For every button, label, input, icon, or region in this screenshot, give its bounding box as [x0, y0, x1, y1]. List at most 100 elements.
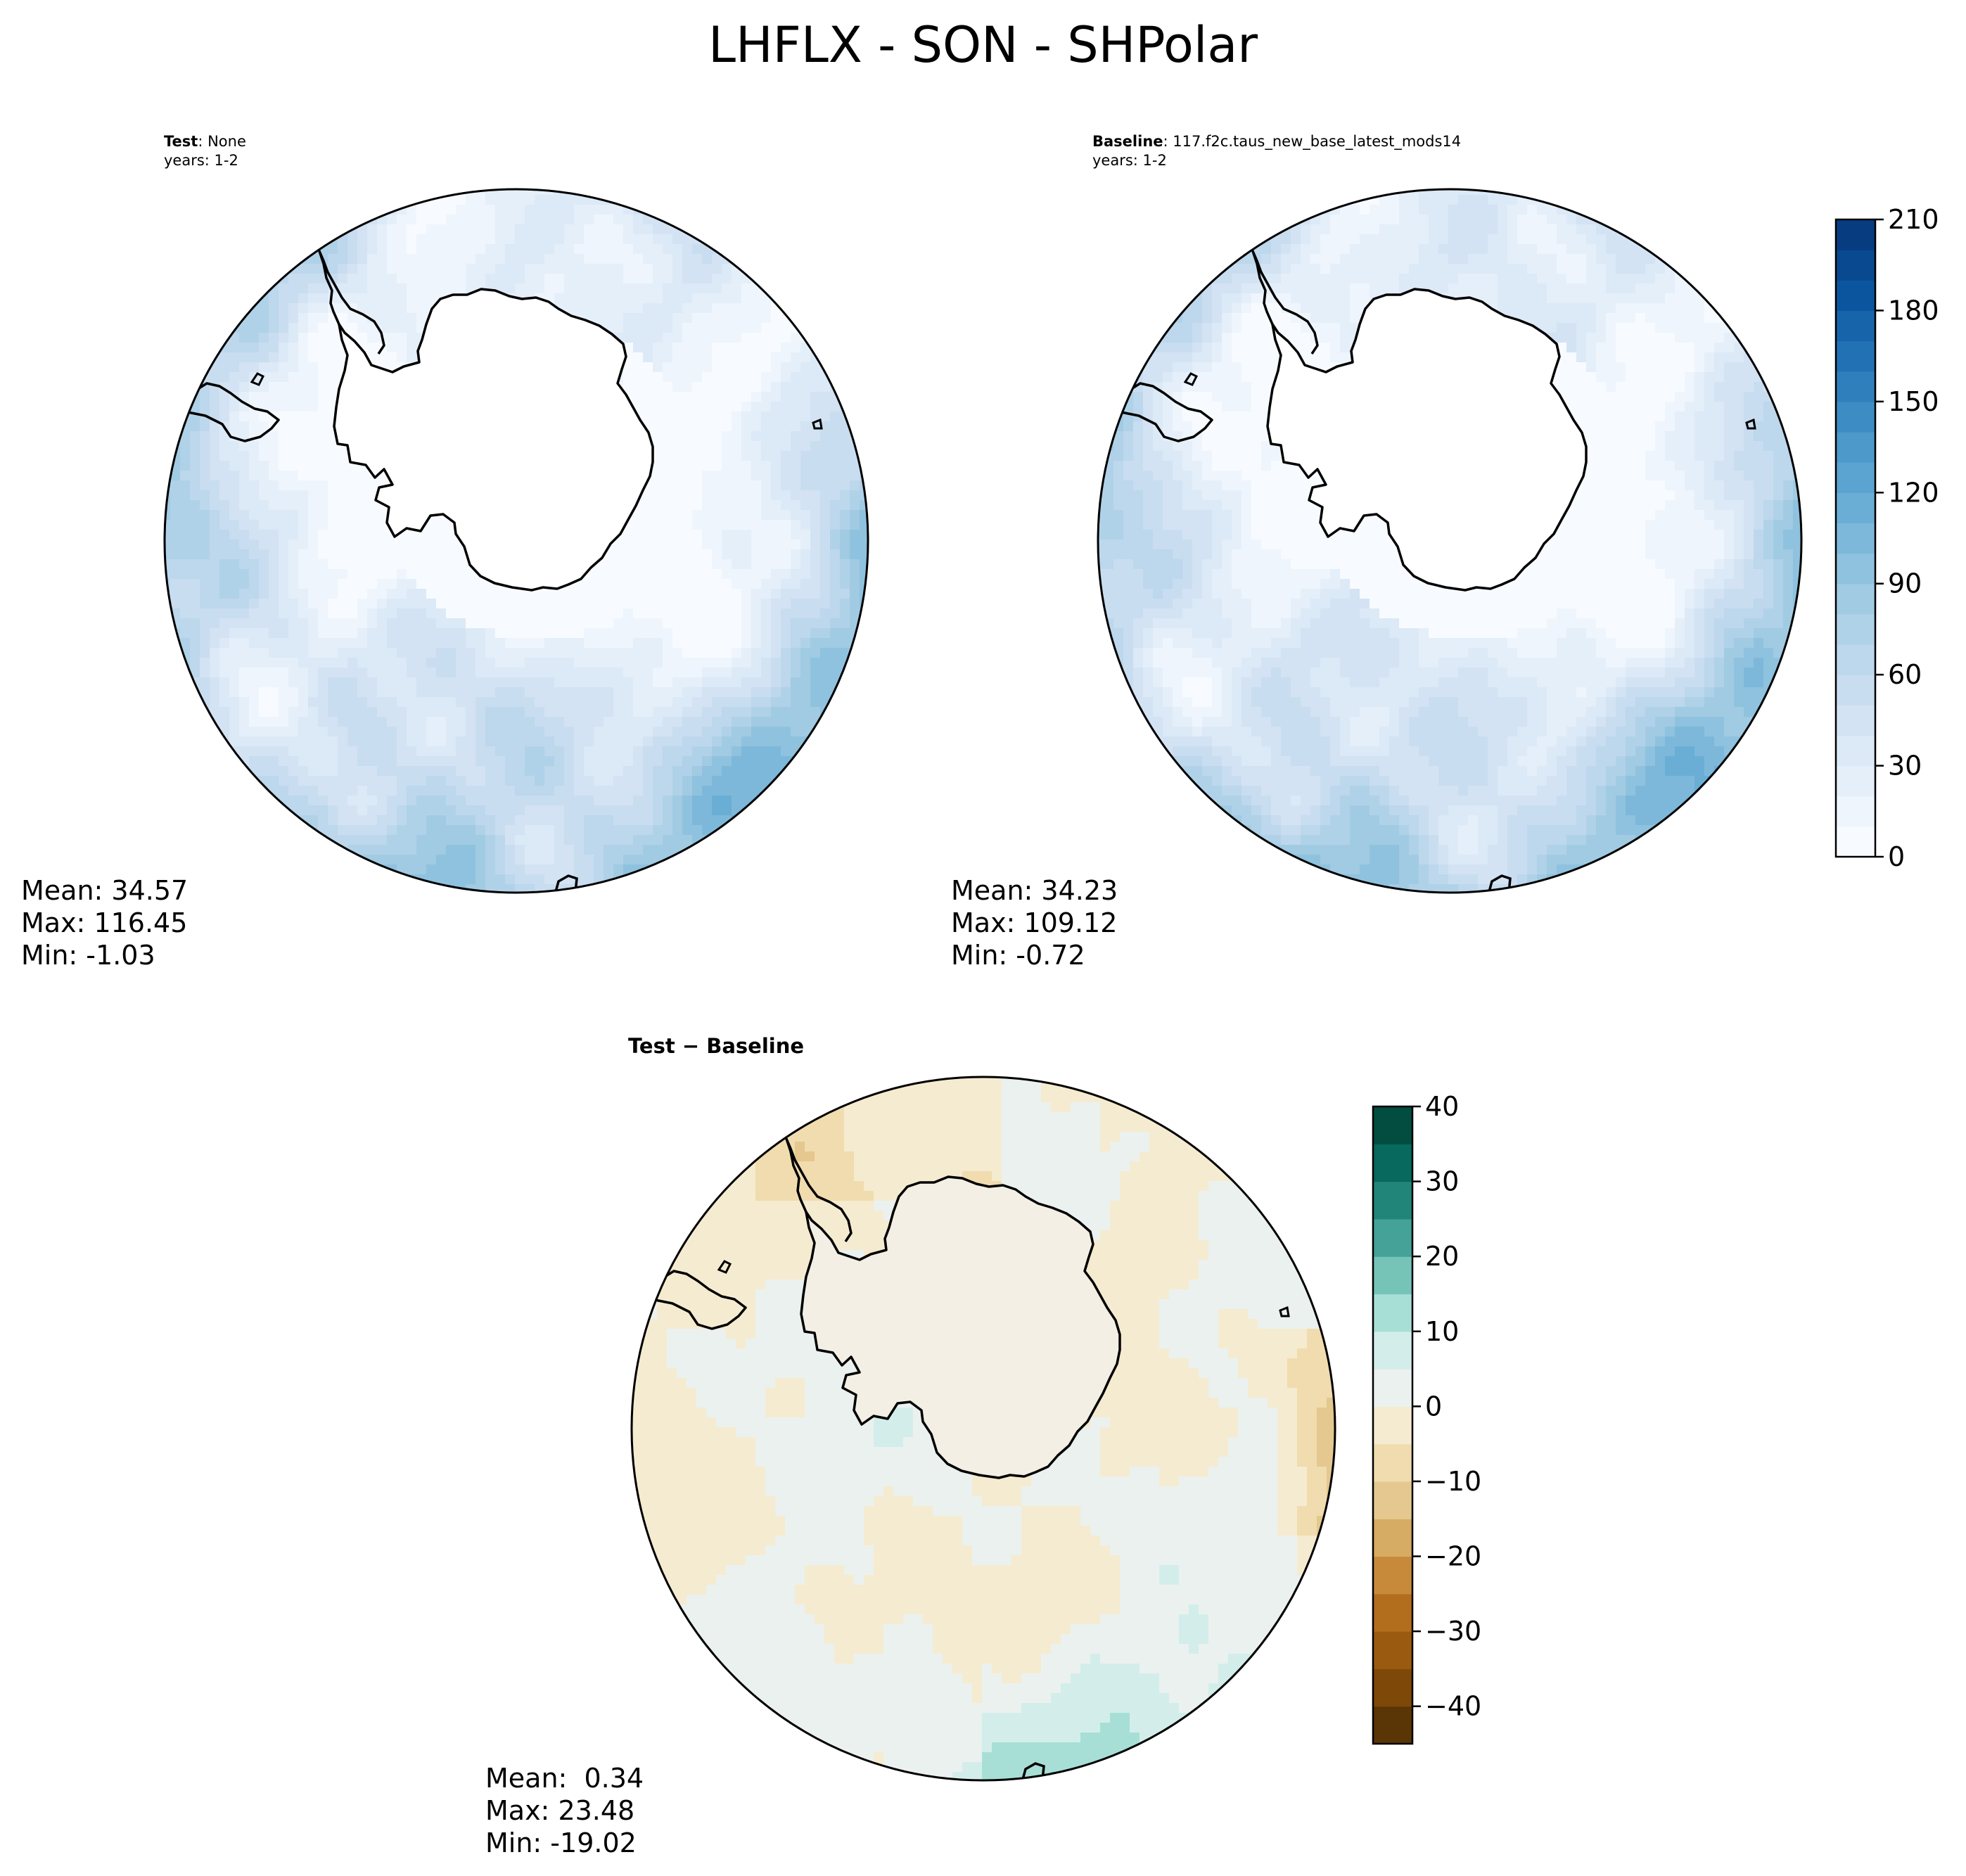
bottom-colorbar-swatch — [1373, 1106, 1412, 1144]
bottom-colorbar-swatch — [1373, 1556, 1412, 1595]
test-max: Max: 116.45 — [21, 907, 188, 938]
bottom-colorbar-swatch — [1373, 1181, 1412, 1220]
baseline-min: Min: -0.72 — [951, 940, 1085, 971]
top-colorbar-swatch — [1836, 644, 1875, 675]
bottom-colorbar-tick-label: 20 — [1425, 1241, 1459, 1272]
baseline-title-rest: : 117.f2c.taus_new_base_latest_mods14 — [1163, 133, 1462, 150]
falklands-coastline — [717, 1260, 732, 1274]
baseline-panel-title: Baseline: 117.f2c.taus_new_base_latest_m… — [1092, 132, 1461, 151]
antarctica-coastline — [1266, 288, 1588, 592]
bottom-colorbar-swatch — [1373, 1256, 1412, 1295]
bottom-colorbar-tick-label: −40 — [1425, 1691, 1481, 1722]
bottom-colorbar-frame — [1372, 1105, 1414, 1745]
top-colorbar-swatch — [1836, 826, 1875, 857]
top-colorbar-swatch — [1836, 765, 1875, 797]
bottom-colorbar-swatch — [1373, 1481, 1412, 1519]
top-colorbar-swatch — [1836, 613, 1875, 645]
top-colorbar-swatch — [1836, 583, 1875, 615]
top-colorbar-swatch — [1836, 280, 1875, 312]
map-boundary — [163, 188, 869, 894]
top-colorbar-swatch — [1836, 250, 1875, 281]
top-colorbar-tick-label: 60 — [1888, 659, 1922, 690]
bottom-colorbar-swatch — [1373, 1631, 1412, 1670]
test-stats: Mean: 34.57 Max: 116.45 Min: -1.03 — [21, 874, 188, 971]
baseline-map — [1097, 188, 1803, 894]
bottom-colorbar-swatch — [1373, 1406, 1412, 1445]
top-colorbar-swatch — [1836, 371, 1875, 402]
map-boundary — [630, 1076, 1336, 1782]
top-colorbar-tick-label: 120 — [1888, 477, 1939, 508]
top-colorbar: 0 30 60 90 120 150 180 210 — [1834, 204, 1939, 872]
top-colorbar-tick-label: 0 — [1888, 841, 1905, 872]
bottom-colorbar-swatch — [1373, 1519, 1412, 1557]
island-coastline — [812, 418, 823, 430]
falklands-coastline — [250, 372, 265, 386]
bottom-colorbar-swatch — [1373, 1294, 1412, 1332]
top-colorbar-tick-label: 210 — [1888, 204, 1939, 235]
diff-max: Max: 23.48 — [485, 1795, 635, 1826]
bottom-colorbar-tick-label: −30 — [1425, 1616, 1481, 1647]
diff-min: Min: -19.02 — [485, 1827, 637, 1858]
top-colorbar-tick-label: 180 — [1888, 295, 1939, 326]
baseline-stats: Mean: 34.23 Max: 109.12 Min: -0.72 — [951, 874, 1118, 971]
top-colorbar-tick-label: 90 — [1888, 568, 1922, 599]
island-coastline — [1745, 418, 1756, 430]
bottom-colorbar-tick-label: 30 — [1425, 1166, 1459, 1197]
top-colorbar-swatch — [1836, 401, 1875, 433]
top-colorbar-swatch — [1836, 553, 1875, 585]
bottom-colorbar-tick-label: 10 — [1425, 1316, 1459, 1347]
top-colorbar-swatch — [1836, 340, 1875, 372]
top-colorbar-swatch — [1836, 705, 1875, 736]
bottom-colorbar-tick-label: −10 — [1425, 1466, 1481, 1497]
baseline-max: Max: 109.12 — [951, 907, 1118, 938]
top-colorbar-swatch — [1836, 675, 1875, 706]
bottom-colorbar: −40 −30 −20 −10 0 10 20 30 40 — [1372, 1091, 1481, 1745]
bottom-colorbar-swatch — [1373, 1668, 1412, 1707]
test-years: years: 1-2 — [164, 152, 238, 169]
top-colorbar-swatch — [1836, 462, 1875, 493]
test-title-rest: : None — [198, 133, 246, 150]
baseline-mean: Mean: 34.23 — [951, 875, 1118, 906]
top-colorbar-swatch — [1836, 735, 1875, 767]
bottom-colorbar-swatch — [1373, 1369, 1412, 1407]
falklands-coastline — [1183, 372, 1199, 386]
bottom-colorbar-swatch — [1373, 1144, 1412, 1182]
island-coastline — [1279, 1306, 1290, 1317]
test-min: Min: -1.03 — [21, 940, 155, 971]
top-colorbar-swatch — [1836, 432, 1875, 463]
peninsula-coastline — [1251, 250, 1319, 355]
antarctica-coastline — [333, 288, 654, 592]
new-zealand-coastline — [1486, 874, 1512, 893]
top-colorbar-swatch — [1836, 523, 1875, 554]
top-colorbar-swatch — [1836, 219, 1875, 250]
top-colorbar-tick-label: 30 — [1888, 751, 1922, 781]
top-colorbar-swatch — [1836, 492, 1875, 524]
figure-title: LHFLX - SON - SHPolar — [708, 16, 1258, 74]
diff-panel-title: Test − Baseline — [628, 1034, 805, 1058]
map-boundary — [1097, 188, 1803, 894]
test-title-bold: Test — [164, 133, 198, 150]
baseline-years: years: 1-2 — [1092, 152, 1167, 169]
diff-map — [630, 1076, 1336, 1782]
test-panel-title: Test: None — [164, 132, 246, 151]
bottom-colorbar-tick-label: −20 — [1425, 1541, 1481, 1572]
top-colorbar-swatch — [1836, 796, 1875, 827]
peninsula-coastline — [318, 250, 385, 355]
test-mean: Mean: 34.57 — [21, 875, 189, 906]
new-zealand-coastline — [553, 874, 578, 893]
bottom-colorbar-tick-label: 40 — [1425, 1091, 1459, 1122]
bottom-colorbar-swatch — [1373, 1593, 1412, 1632]
baseline-title-bold: Baseline — [1092, 133, 1163, 150]
diff-mean: Mean: 0.34 — [485, 1763, 644, 1794]
peninsula-coastline — [785, 1137, 853, 1242]
top-colorbar-tick-label: 150 — [1888, 386, 1939, 417]
bottom-colorbar-swatch — [1373, 1218, 1412, 1257]
test-map — [163, 188, 869, 894]
bottom-colorbar-tick-label: 0 — [1425, 1391, 1442, 1422]
bottom-colorbar-swatch — [1373, 1706, 1412, 1744]
top-colorbar-frame — [1834, 218, 1877, 858]
antarctica-coastline — [800, 1175, 1121, 1479]
diff-stats: Mean: 0.34 Max: 23.48 Min: -19.02 — [485, 1762, 644, 1859]
top-colorbar-swatch — [1836, 310, 1875, 342]
bottom-colorbar-swatch — [1373, 1443, 1412, 1482]
